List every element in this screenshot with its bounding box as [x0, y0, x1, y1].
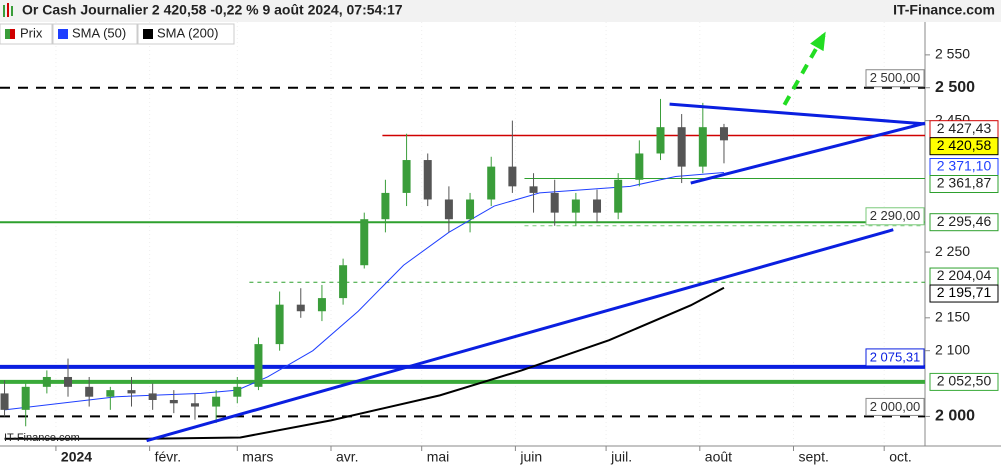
candle-body [529, 186, 538, 193]
arrow-head [810, 31, 826, 52]
x-tick-label: avr. [336, 449, 359, 465]
price-tag-label: 2 361,87 [937, 175, 992, 191]
candle-body [381, 192, 390, 220]
candle-body [698, 127, 707, 167]
trendline [690, 121, 926, 185]
legend-swatch [5, 29, 10, 39]
x-tick-label: juil. [610, 449, 632, 465]
level-label: 2 000,00 [870, 399, 921, 414]
y-tick-label: 2 150 [935, 309, 970, 325]
icon [11, 6, 13, 16]
price-tag [929, 213, 999, 232]
price-tag [929, 137, 999, 156]
x-tick-label: juin [519, 449, 542, 465]
candle-body [212, 396, 221, 407]
icon [3, 5, 5, 17]
y-tick-label: 2 100 [935, 341, 970, 357]
candle-body [339, 265, 348, 299]
candle-body [635, 153, 644, 180]
chart-title: Or Cash Journalier 2 420,58 -0,22 % 9 ao… [22, 2, 403, 18]
level-label: 2 500,00 [870, 70, 921, 85]
legend-label: SMA (50) [72, 25, 126, 40]
candle-body [508, 166, 517, 187]
x-tick-label: mai [427, 449, 450, 465]
candle-body [127, 390, 136, 394]
sma-line [4, 286, 725, 440]
candle-body [254, 344, 263, 387]
price-tag-label: 2 295,46 [937, 213, 992, 229]
legend-swatch [143, 29, 153, 39]
candle-body [719, 127, 728, 141]
level-label: 2 075,31 [870, 349, 921, 364]
candle-body [487, 166, 496, 200]
candle-body [169, 399, 178, 404]
candle-body [148, 393, 157, 400]
legend-item[interactable] [137, 23, 235, 45]
candle-body [614, 179, 623, 213]
candle-body [593, 199, 602, 213]
price-tag-label: 2 427,43 [937, 120, 992, 136]
watermark: IT-Finance.com [4, 432, 80, 444]
level-label: 2 290,00 [870, 208, 921, 223]
candle-body [275, 304, 284, 345]
candle-body [444, 199, 453, 220]
candle-body [677, 127, 686, 167]
level-label-box [865, 207, 925, 226]
candle-body [233, 386, 242, 397]
header-bar [0, 0, 1001, 22]
level-label-box [865, 397, 925, 416]
candle-body [21, 386, 30, 410]
candle-body [571, 199, 580, 213]
level-label-box [865, 69, 925, 88]
candle-body [85, 386, 94, 397]
candle-body [360, 219, 369, 266]
price-tag [929, 175, 999, 194]
legend: Prix SMA (50) SMA (200) [0, 23, 235, 45]
legend-label: SMA (200) [157, 25, 218, 40]
price-tag-label: 2 371,10 [937, 158, 992, 174]
candle-body [42, 376, 51, 387]
x-tick-label: août [705, 449, 732, 465]
x-tick-label: mars [242, 449, 273, 465]
trendline [669, 102, 926, 126]
price-tag [929, 372, 999, 391]
level-label-box [865, 348, 925, 367]
price-tag [929, 284, 999, 303]
y-tick-label: 2 250 [935, 243, 970, 259]
legend-swatch [10, 29, 15, 39]
candle-body [550, 192, 559, 213]
candle-body [656, 127, 665, 154]
candle-body [0, 393, 9, 410]
price-tag-label: 2 052,50 [937, 373, 992, 389]
legend-item[interactable] [52, 23, 138, 45]
x-tick-label: févr. [155, 449, 181, 465]
candle-body [190, 403, 199, 407]
y-tick-label: 2 550 [935, 46, 970, 62]
icon [7, 3, 9, 17]
legend-label: Prix [20, 25, 43, 40]
y-tick-label: 2 000 [935, 408, 975, 425]
brand: IT-Finance.com [893, 2, 995, 18]
candle-body [317, 298, 326, 312]
x-tick-label: oct. [889, 449, 912, 465]
price-tag-label: 2 195,71 [937, 284, 992, 300]
legend-swatch [58, 29, 68, 39]
x-tick-label: 2024 [61, 449, 92, 465]
candle-body [296, 304, 305, 312]
candle-body [466, 199, 475, 220]
arrow [782, 34, 826, 106]
trendline [146, 228, 894, 443]
candle-body [64, 376, 73, 387]
price-tag-label: 2 420,58 [937, 137, 992, 153]
candle-body [423, 160, 432, 200]
price-tag-label: 2 204,04 [937, 267, 992, 283]
x-tick-label: sept. [799, 449, 829, 465]
y-tick-label: 2 500 [935, 79, 975, 96]
candle-body [402, 160, 411, 193]
candle-body [106, 390, 115, 397]
